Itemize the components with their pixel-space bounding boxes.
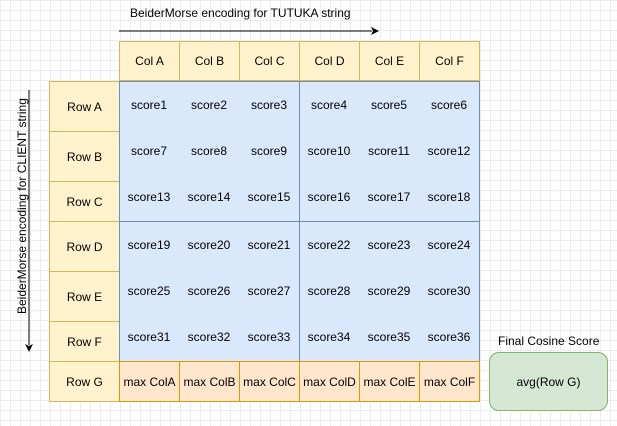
score-cell: score6 (430, 98, 468, 112)
score-cell: score26 (187, 284, 231, 298)
score-cell: score21 (247, 238, 291, 252)
score-cell: score25 (127, 284, 171, 298)
score-cell: score11 (368, 144, 410, 158)
score-cell: score24 (427, 238, 471, 252)
score-cell: score5 (370, 98, 408, 112)
score-cell: score30 (427, 284, 471, 298)
score-cell: score28 (307, 284, 351, 298)
score-cell: score15 (247, 190, 291, 204)
row-header-d: Row D (49, 221, 120, 272)
score-cell: score22 (307, 238, 351, 252)
col-header-a: Col A (119, 41, 180, 81)
score-cell: score36 (427, 330, 471, 344)
score-cell: score35 (367, 330, 411, 344)
top-arrow (119, 27, 379, 35)
score-block-bottom-left (119, 221, 300, 362)
score-cell: score29 (367, 284, 411, 298)
score-cell: score16 (307, 190, 351, 204)
score-cell: score9 (250, 144, 288, 158)
max-cell-a: max ColA (119, 361, 180, 402)
score-cell: score7 (130, 144, 168, 158)
row-header-g: Row G (49, 361, 120, 402)
score-cell: score23 (367, 238, 411, 252)
max-cell-b: max ColB (179, 361, 240, 402)
col-header-e: Col E (359, 41, 420, 81)
score-cell: score1 (130, 98, 168, 112)
col-header-b: Col B (179, 41, 240, 81)
row-header-f: Row F (49, 321, 120, 362)
final-score-box: avg(Row G) (489, 352, 608, 411)
top-axis-label: BeiderMorse encoding for TUTUKA string (130, 6, 351, 20)
max-cell-d: max ColD (299, 361, 360, 402)
col-header-c: Col C (239, 41, 300, 81)
score-cell: score10 (307, 144, 351, 158)
score-block-top-right (299, 81, 480, 222)
score-cell: score14 (187, 190, 231, 204)
score-cell: score4 (310, 98, 348, 112)
col-header-f: Col F (419, 41, 480, 81)
score-cell: score2 (190, 98, 228, 112)
score-cell: score33 (247, 330, 291, 344)
row-header-a: Row A (49, 81, 120, 132)
score-block-top-left (119, 81, 300, 222)
row-header-c: Row C (49, 181, 120, 222)
score-cell: score3 (250, 98, 288, 112)
score-cell: score8 (190, 144, 228, 158)
max-cell-f: max ColF (419, 361, 480, 402)
final-score-title: Final Cosine Score (498, 334, 600, 348)
final-score-value: avg(Row G) (516, 374, 581, 389)
side-arrow (25, 90, 33, 352)
score-block-bottom-right (299, 221, 480, 362)
row-header-e: Row E (49, 271, 120, 322)
score-cell: score18 (427, 190, 471, 204)
score-cell: score17 (367, 190, 411, 204)
side-axis-label: BeiderMorse encoding for CLIENT string (15, 98, 29, 314)
col-header-d: Col D (299, 41, 360, 81)
score-cell: score34 (307, 330, 351, 344)
score-cell: score31 (127, 330, 171, 344)
score-cell: score12 (427, 144, 471, 158)
max-cell-c: max ColC (239, 361, 300, 402)
score-cell: score32 (187, 330, 231, 344)
row-header-b: Row B (49, 131, 120, 182)
score-cell: score19 (127, 238, 171, 252)
score-cell: score20 (187, 238, 231, 252)
score-cell: score13 (127, 190, 171, 204)
max-cell-e: max ColE (359, 361, 420, 402)
score-cell: score27 (247, 284, 291, 298)
